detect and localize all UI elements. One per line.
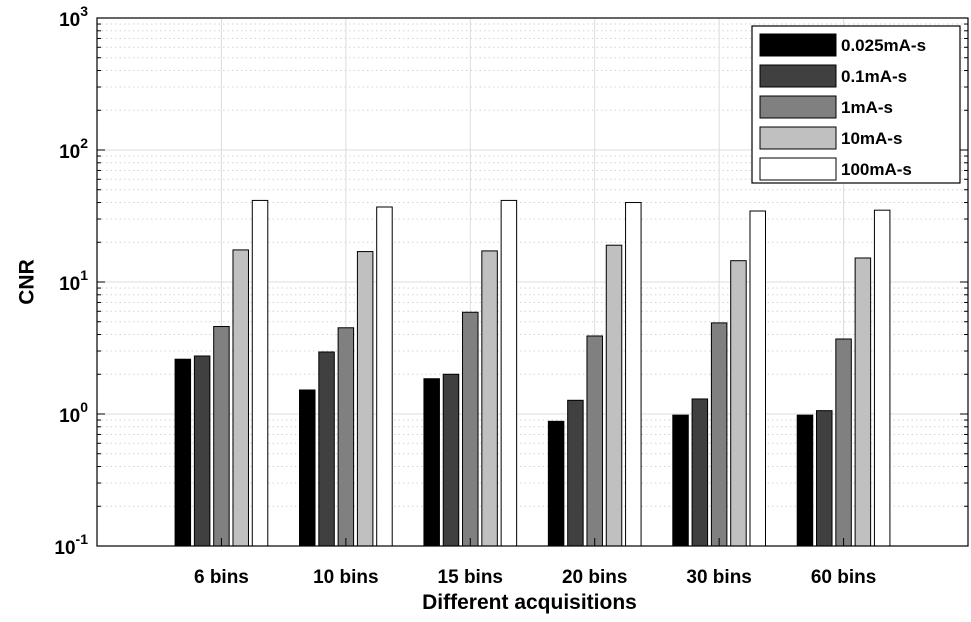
legend-label: 0.1mA-s [841,67,907,86]
bar [691,398,709,547]
legend-label: 0.025mA-s [841,36,926,55]
bar [749,210,766,547]
y-axis-ticks: 10-1 100 101 102 103 [54,3,968,559]
bar [299,389,316,547]
bar [500,199,518,547]
bar [462,311,479,547]
bar [318,351,335,547]
bar [423,378,440,547]
bar [730,260,747,547]
legend-swatch [759,95,837,119]
bar [625,202,642,547]
bar [213,326,230,547]
legend-swatch [759,64,837,88]
bar [174,358,192,547]
bar [605,244,623,547]
bar [672,414,689,547]
y-axis-title: CNR [16,259,39,305]
x-axis-title: Different acquisitions [422,591,637,614]
bar [337,327,355,547]
y-tick-label: 10-1 [54,531,88,559]
legend-swatch [759,33,837,57]
bar [251,199,269,547]
bar [835,338,852,547]
y-tick-label: 103 [59,3,88,31]
legend-swatch [759,126,837,150]
bar [232,249,249,547]
y-tick-label: 100 [59,399,88,427]
bar [547,420,565,547]
bar [796,414,814,547]
bar [854,257,872,547]
x-tick-label: 15 bins [438,567,503,588]
bar [481,250,498,547]
x-tick-label: 6 bins [194,567,249,588]
x-axis-ticks: 6 bins 10 bins 15 bins 20 bins 30 bins 60 bin… [194,538,876,588]
x-tick-label: 10 bins [313,567,378,588]
bar [567,399,584,547]
legend: 0.025mA-s 0.1mA-s 1mA-s 10mA-s 100mA-s [751,25,961,184]
bar [873,209,891,547]
legend-label: 1mA-s [841,98,893,117]
x-tick-label: 30 bins [686,567,751,588]
bar [376,206,393,547]
legend-label: 100mA-s [841,160,912,179]
bar [193,355,211,547]
bar [442,373,460,547]
bar [816,410,833,547]
bar [710,322,728,547]
bar [356,251,374,547]
y-tick-label: 102 [59,135,88,163]
x-tick-label: 60 bins [811,567,876,588]
legend-label: 10mA-s [841,129,902,148]
x-tick-label: 20 bins [562,567,627,588]
bar [586,335,603,547]
legend-swatch [759,157,837,181]
y-tick-label: 101 [59,267,88,295]
